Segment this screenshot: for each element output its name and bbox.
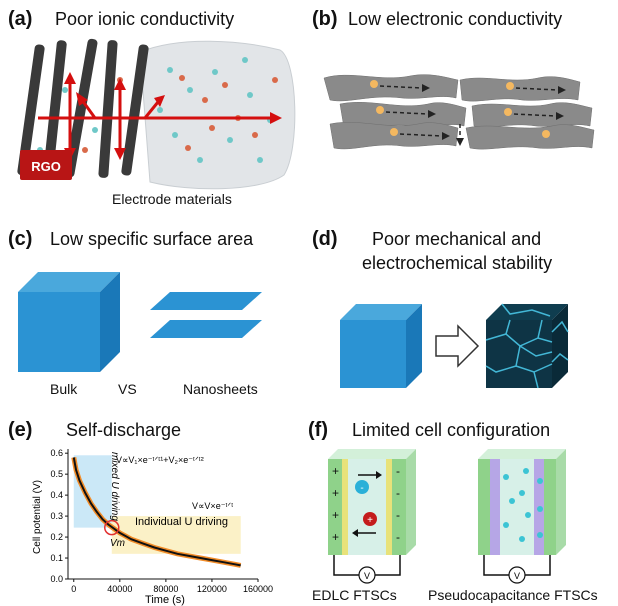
svg-text:+: +: [367, 515, 373, 526]
panel-a-caption: Electrode materials: [112, 191, 232, 207]
x-tick-label: 40000: [107, 584, 132, 594]
panel-e-label: (e): [8, 419, 33, 441]
panel-c-title: Low specific surface area: [50, 229, 254, 249]
x-tick-label: 80000: [153, 584, 178, 594]
panel-c-right-caption: Nanosheets: [183, 381, 258, 397]
panel-f-right-caption: Pseudocapacitance FTSCs: [428, 587, 598, 603]
panel-d-title-line1: Poor mechanical and: [372, 229, 542, 249]
panel-a-title: Poor ionic conductivity: [55, 9, 235, 29]
mixed-region-shading: [73, 455, 112, 528]
svg-text:+: +: [332, 508, 339, 522]
panel-c-label: (c): [8, 228, 33, 250]
transition-point-marker: [104, 519, 120, 536]
svg-text:-: -: [360, 483, 363, 494]
y-tick-label: 0.0: [50, 574, 63, 584]
panel-b-title: Low electronic conductivity: [348, 9, 563, 29]
panel-d-label: (d): [312, 228, 338, 250]
panel-c: (c) Low specific surface area Bulk VS Na…: [0, 222, 300, 407]
voltmeter-icon: [358, 566, 376, 584]
panel-c-left-caption: Bulk: [50, 381, 78, 397]
panel-d: (d) Poor mechanical and electrochemical …: [310, 222, 618, 407]
surface-area-illustration: [18, 272, 262, 372]
panel-f-left-caption: EDLC FTSCs: [312, 587, 397, 603]
individual-driving-label: Individual U driving: [135, 516, 228, 528]
individual-region-shading: [111, 516, 241, 554]
panel-d-title-line2: electrochemical stability: [362, 253, 553, 273]
rgo-badge: [20, 150, 72, 180]
electronic-conductivity-illustration: [323, 74, 595, 150]
ionic-conductivity-illustration: RGO: [17, 38, 296, 190]
panel-a-label: (a): [8, 8, 33, 30]
voltmeter-icon: [508, 566, 526, 584]
individual-formula: V∝V×e⁻ᵗᐟᵗ: [192, 501, 233, 511]
panel-b: (b) Low electronic conductivity: [310, 0, 618, 215]
voltmeter-label: V: [514, 571, 520, 581]
svg-text:-: -: [396, 486, 400, 500]
vt-label: Vт: [110, 538, 125, 549]
chart-ticks: 0.0 0.1 0.2 0.3 0.4 0.5 0.6 0 40000 80000 120000 16…: [50, 448, 273, 594]
mixed-driving-label: mixed U driving: [109, 452, 120, 521]
y-tick-label: 0.4: [50, 490, 63, 500]
svg-text:+: +: [332, 464, 339, 478]
svg-text:-: -: [396, 508, 400, 522]
chart-shading: [73, 455, 241, 554]
x-tick-label: 0: [71, 584, 76, 594]
voltmeter-label: V: [364, 571, 370, 581]
panel-a: (a) Poor ionic conductivity: [0, 0, 300, 215]
svg-text:+: +: [332, 486, 339, 500]
panel-e-title: Self-discharge: [66, 420, 182, 440]
y-tick-label: 0.6: [50, 448, 63, 458]
panel-f-title: Limited cell configuration: [352, 420, 551, 440]
cell-configuration-illustration: + + + + - - - - - + V: [328, 449, 566, 584]
y-tick-label: 0.3: [50, 511, 63, 521]
svg-text:-: -: [396, 530, 400, 544]
mixed-formula: V∝V₁×e⁻ᵗᐟᵗ¹+V₂×e⁻ᵗᐟᵗ²: [116, 455, 204, 465]
series-line: [72, 457, 241, 567]
panel-b-label: (b): [312, 8, 338, 30]
y-tick-label: 0.5: [50, 469, 63, 479]
x-tick-label: 160000: [243, 584, 273, 594]
svg-text:-: -: [396, 464, 400, 478]
pseudocapacitance-cell: V: [478, 449, 566, 584]
rgo-badge-text: RGO: [31, 159, 61, 174]
panel-e: (e) Self-discharge 0.0 0.1 0.2 0.3 0.4 0.5 0.6…: [0, 415, 300, 606]
stability-illustration: [340, 303, 569, 389]
panel-f: (f) Limited cell configuration + + + + - - - -…: [300, 415, 618, 606]
edlc-cell: + + + + - - - - - + V: [328, 449, 416, 584]
x-axis-label: Time (s): [145, 594, 185, 606]
y-axis-label: Cell potential (V): [32, 480, 43, 554]
transform-arrow-icon: [435, 324, 480, 368]
x-tick-label: 120000: [197, 584, 227, 594]
y-tick-label: 0.1: [50, 553, 63, 563]
self-discharge-chart: 0.0 0.1 0.2 0.3 0.4 0.5 0.6 0 40000 80000 120000 16…: [32, 448, 273, 606]
svg-text:+: +: [332, 530, 339, 544]
panel-f-label: (f): [308, 419, 328, 441]
y-tick-label: 0.2: [50, 532, 63, 542]
panel-c-middle-caption: VS: [118, 381, 137, 397]
chart-axes: [67, 449, 258, 580]
